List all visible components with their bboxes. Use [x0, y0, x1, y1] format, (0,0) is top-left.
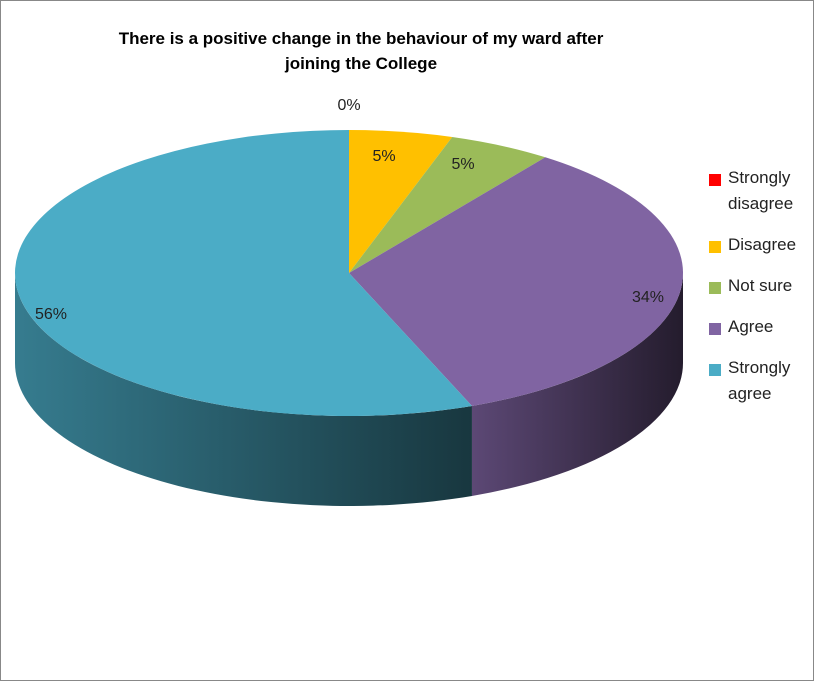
pie-side-walls: [15, 273, 683, 507]
legend-swatch-strongly-agree: [709, 364, 721, 376]
chart-title-line-1: There is a positive change in the behavi…: [118, 29, 604, 48]
legend-swatch-disagree: [709, 241, 721, 253]
legend-label-disagree: Disagree: [728, 235, 797, 254]
chart-title: There is a positive change in the behavi…: [61, 26, 661, 76]
pie-side-3: [471, 273, 683, 496]
legend-label-agree: Agree: [728, 317, 774, 336]
legend-swatch-agree: [709, 323, 721, 335]
chart-title-line-2: joining the College: [284, 54, 438, 73]
data-label-0: 0%: [337, 97, 360, 114]
pie-slice-4: [15, 130, 472, 416]
legend-item-not-sure: Not sure: [709, 273, 813, 299]
legend-label-strongly-disagree: Strongly disagree: [728, 168, 794, 213]
data-label-4: 56%: [35, 306, 67, 323]
legend-swatch-strongly-disagree: [709, 174, 721, 186]
pie-slice-2: [349, 136, 546, 273]
legend-label-strongly-agree: Strongly agree: [728, 358, 791, 403]
pie-top-faces: [15, 130, 683, 416]
data-label-2: 5%: [451, 156, 474, 173]
legend-item-strongly-agree: Strongly agree: [709, 355, 813, 407]
legend-item-disagree: Disagree: [709, 232, 813, 258]
legend-item-strongly-disagree: Strongly disagree: [709, 165, 813, 217]
legend-swatch-not-sure: [709, 282, 721, 294]
legend-item-agree: Agree: [709, 314, 813, 340]
pie-data-labels: 0% 5% 5% 34% 56%: [35, 97, 664, 323]
legend-label-not-sure: Not sure: [728, 276, 793, 295]
data-label-3: 34%: [632, 289, 664, 306]
chart-legend: Strongly disagree Disagree Not sure Agre…: [709, 165, 813, 422]
data-label-1: 5%: [372, 148, 395, 165]
pie-slice-1: [349, 130, 453, 273]
pie-slice-3: [349, 157, 683, 406]
pie-side-4: [15, 273, 472, 507]
